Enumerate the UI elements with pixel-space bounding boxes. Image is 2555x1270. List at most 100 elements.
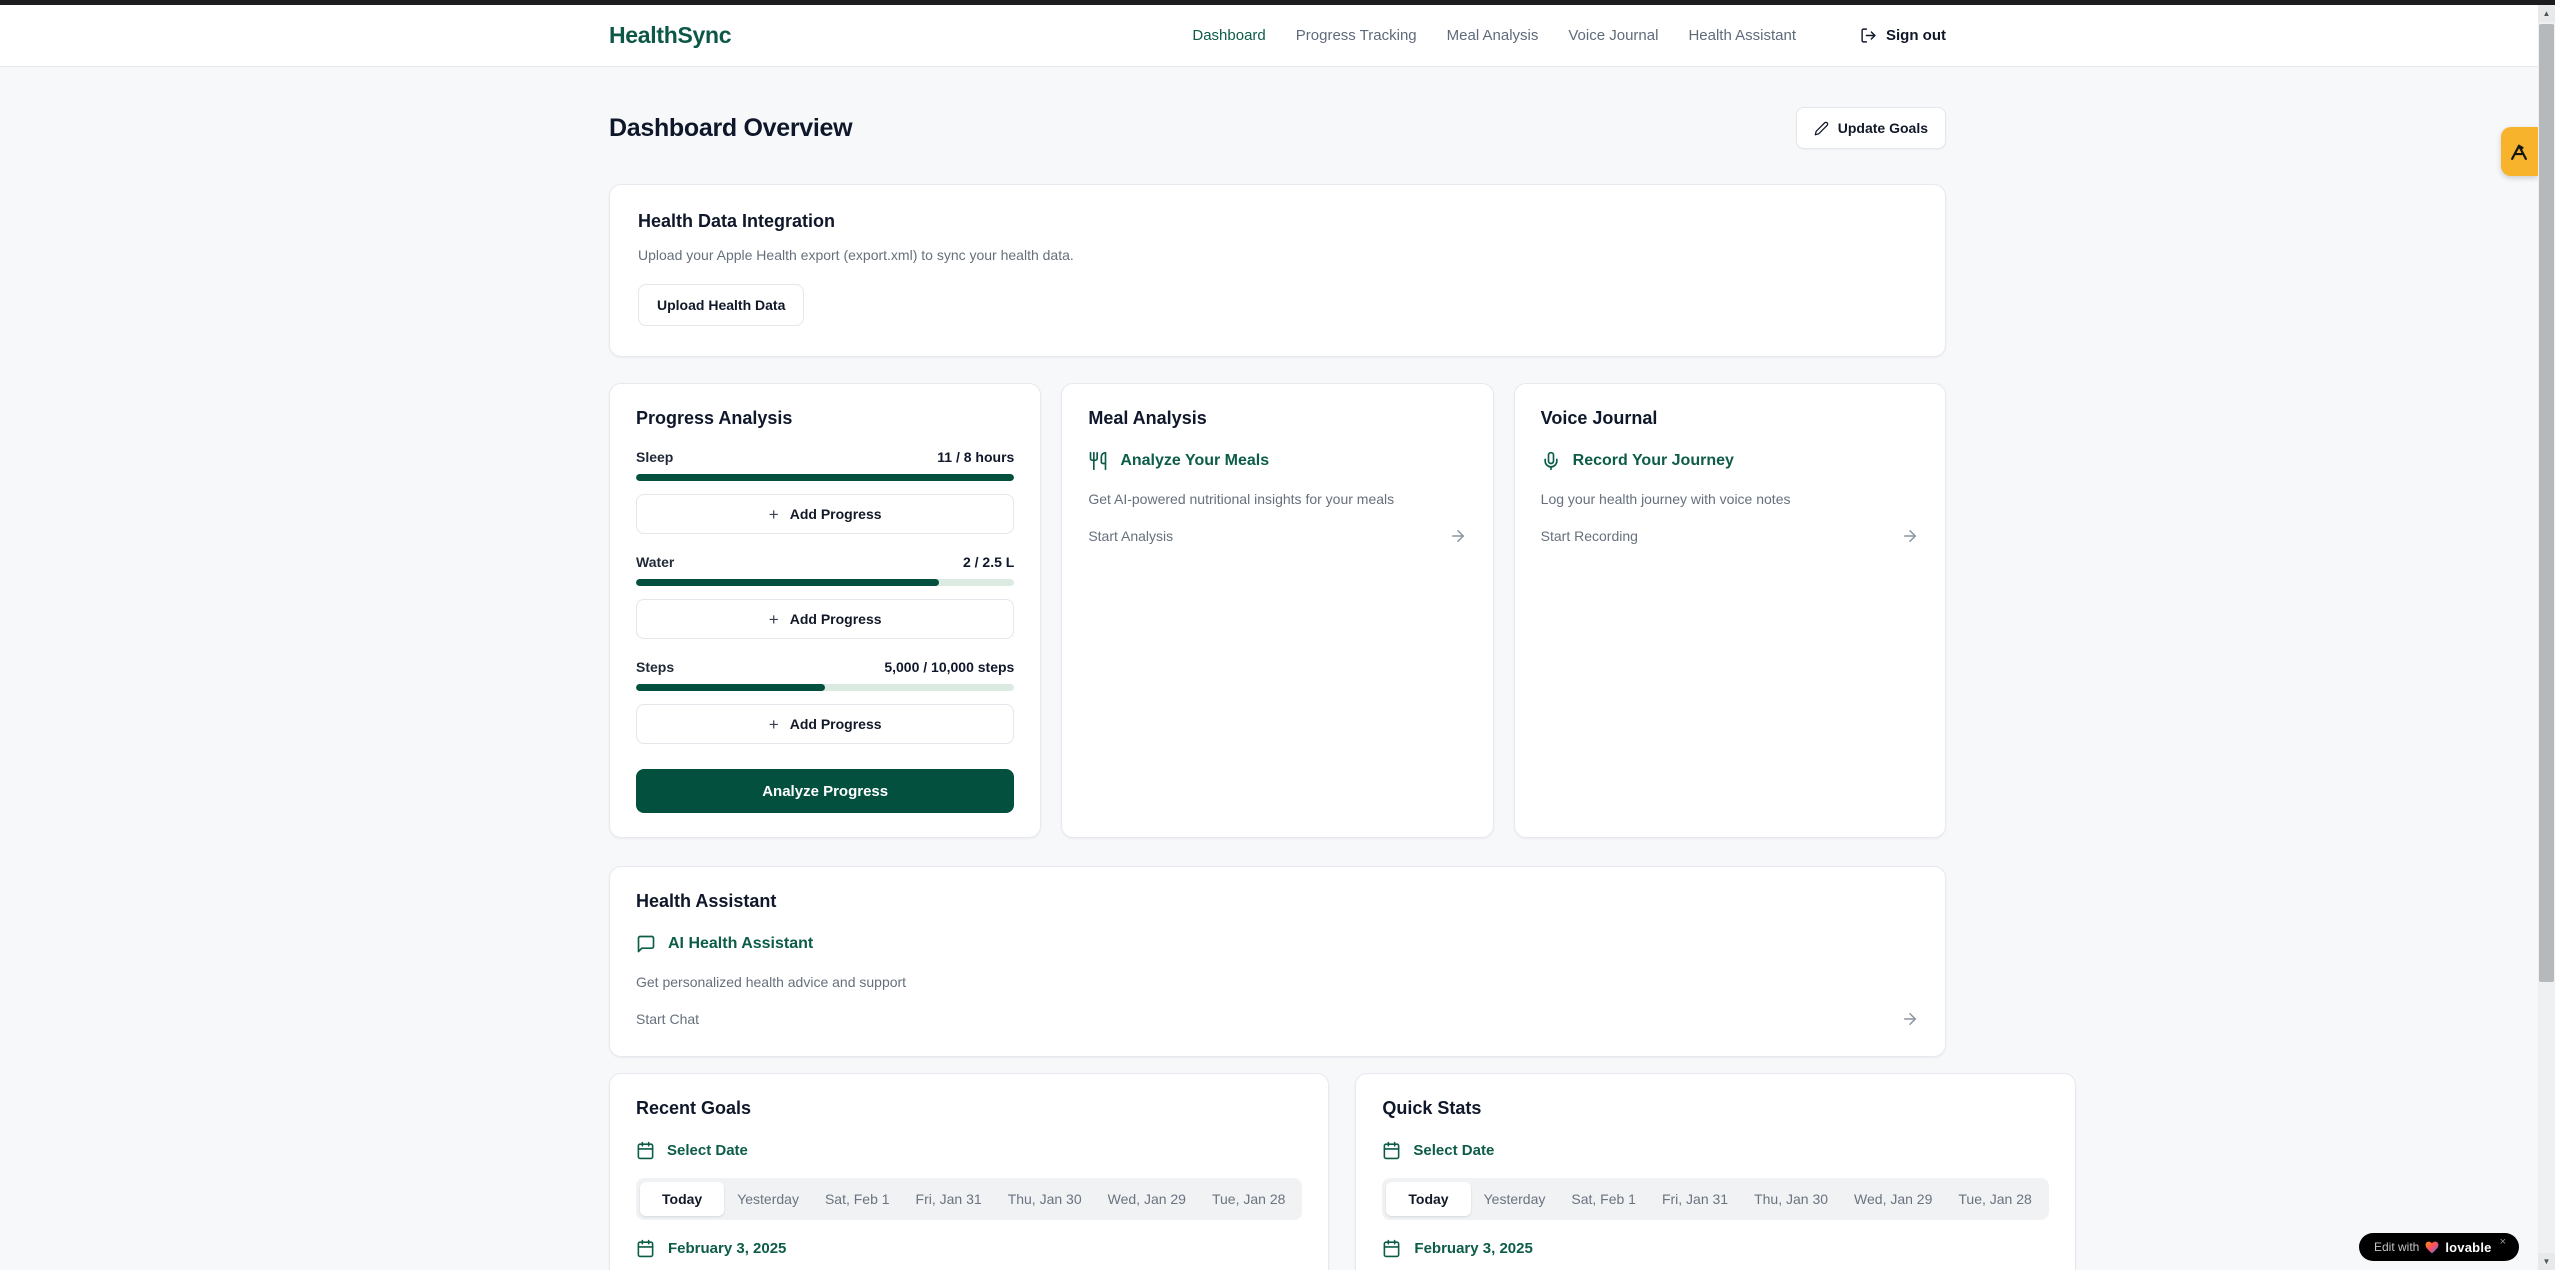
calendar-icon <box>1382 1141 1401 1160</box>
vertical-scrollbar[interactable]: ▲ ▼ <box>2538 5 2555 1270</box>
ai-health-assistant-label: AI Health Assistant <box>668 935 814 952</box>
date-tab-yesterday[interactable]: Yesterday <box>1483 1191 1546 1207</box>
start-recording-row[interactable]: Start Recording <box>1541 527 1919 545</box>
progress-analysis-title: Progress Analysis <box>636 408 793 428</box>
date-tab-wed-jan-29[interactable]: Wed, Jan 29 <box>1107 1191 1186 1207</box>
quick-stats-select-date[interactable]: Select Date <box>1382 1141 2048 1160</box>
record-your-journey-link[interactable]: Record Your Journey <box>1541 451 1919 471</box>
recent-goals-title: Recent Goals <box>636 1098 752 1118</box>
date-tab-sat-feb-1[interactable]: Sat, Feb 1 <box>824 1191 890 1207</box>
metric-water: Water 2 / 2.5 L + Add Progress <box>636 554 1015 639</box>
nav-item-meal-analysis[interactable]: Meal Analysis <box>1446 27 1539 44</box>
recent-goals-current-date-row: February 3, 2025 <box>636 1239 1302 1258</box>
progress-bar-fill <box>636 474 1015 481</box>
scrollbar-up-arrow[interactable]: ▲ <box>2538 5 2555 22</box>
start-recording-label: Start Recording <box>1540 528 1638 544</box>
update-goals-label: Update Goals <box>1837 120 1928 136</box>
date-tab-thu-jan-30[interactable]: Thu, Jan 30 <box>1007 1191 1082 1207</box>
select-date-label: Select Date <box>1413 1142 1495 1159</box>
ai-health-assistant-link[interactable]: AI Health Assistant <box>636 934 1919 954</box>
nav-item-voice-journal[interactable]: Voice Journal <box>1568 27 1659 44</box>
heart-gradient-icon <box>2425 1241 2439 1254</box>
voice-journal-card: Voice Journal Record Your Journey Log yo… <box>1513 383 1946 838</box>
progress-bar-track <box>636 579 1015 586</box>
add-progress-label: Add Progress <box>789 506 882 522</box>
date-tab-thu-jan-30[interactable]: Thu, Jan 30 <box>1754 1191 1829 1207</box>
lovable-side-badge[interactable] <box>2501 127 2538 176</box>
analyze-your-meals-link[interactable]: Analyze Your Meals <box>1088 451 1466 471</box>
add-progress-label: Add Progress <box>789 611 882 627</box>
start-analysis-row[interactable]: Start Analysis <box>1088 527 1466 545</box>
progress-bar-fill <box>636 684 826 691</box>
logout-icon <box>1860 27 1877 44</box>
progress-analysis-card: Progress Analysis Sleep 11 / 8 hours + A… <box>609 383 1042 838</box>
date-tab-yesterday[interactable]: Yesterday <box>737 1191 799 1207</box>
window-top-strip <box>0 0 2555 5</box>
add-progress-steps-button[interactable]: + Add Progress <box>636 704 1015 744</box>
health-assistant-card: Health Assistant AI Health Assistant Get… <box>609 866 1946 1057</box>
quick-stats-date-tabs: Today Yesterday Sat, Feb 1 Fri, Jan 31 T… <box>1382 1178 2049 1220</box>
main-nav: Dashboard Progress Tracking Meal Analysi… <box>1192 27 1946 44</box>
metric-label: Water <box>636 554 675 570</box>
header: HealthSync Dashboard Progress Tracking M… <box>0 5 2555 67</box>
add-progress-water-button[interactable]: + Add Progress <box>636 599 1015 639</box>
voice-journal-description: Log your health journey with voice notes <box>1540 491 1791 507</box>
date-tab-today[interactable]: Today <box>1386 1182 1471 1216</box>
calendar-icon <box>636 1141 655 1160</box>
metric-sleep: Sleep 11 / 8 hours + Add Progress <box>636 449 1015 534</box>
date-tab-sat-feb-1[interactable]: Sat, Feb 1 <box>1571 1191 1636 1207</box>
metric-value: 2 / 2.5 L <box>962 554 1015 570</box>
date-tab-fri-jan-31[interactable]: Fri, Jan 31 <box>1661 1191 1729 1207</box>
meal-analysis-description: Get AI-powered nutritional insights for … <box>1088 491 1395 507</box>
current-date-label: February 3, 2025 <box>668 1240 787 1257</box>
health-data-description: Upload your Apple Health export (export.… <box>638 247 1074 263</box>
metric-value: 11 / 8 hours <box>937 449 1015 465</box>
arrow-right-icon <box>1901 1010 1919 1028</box>
metric-label: Sleep <box>636 449 674 465</box>
scrollbar-down-arrow[interactable]: ▼ <box>2538 1253 2555 1270</box>
date-tab-today[interactable]: Today <box>640 1182 725 1216</box>
health-data-integration-card: Health Data Integration Upload your Appl… <box>609 184 1946 357</box>
calendar-icon <box>1382 1239 1401 1258</box>
metric-value: 5,000 / 10,000 steps <box>884 659 1015 675</box>
close-icon[interactable]: × <box>2499 1236 2506 1248</box>
nav-item-progress-tracking[interactable]: Progress Tracking <box>1295 27 1417 44</box>
quick-stats-card: Quick Stats Select Date Today Yesterday … <box>1355 1073 2076 1270</box>
date-tab-fri-jan-31[interactable]: Fri, Jan 31 <box>915 1191 982 1207</box>
upload-health-data-button[interactable]: Upload Health Data <box>638 284 805 326</box>
pencil-icon <box>1814 121 1829 136</box>
lovable-logo-icon <box>2508 141 2530 163</box>
progress-bar-track <box>636 684 1015 691</box>
start-chat-label: Start Chat <box>636 1011 700 1027</box>
microphone-icon <box>1541 451 1561 471</box>
app-logo[interactable]: HealthSync <box>609 22 732 48</box>
plus-icon: + <box>768 609 779 629</box>
voice-journal-title: Voice Journal <box>1540 408 1658 428</box>
record-your-journey-label: Record Your Journey <box>1572 452 1734 469</box>
recent-goals-date-tabs: Today Yesterday Sat, Feb 1 Fri, Jan 31 T… <box>636 1178 1303 1220</box>
scrollbar-thumb[interactable] <box>2539 24 2554 982</box>
plus-icon: + <box>768 714 779 734</box>
sign-out-button[interactable]: Sign out <box>1860 27 1946 44</box>
update-goals-button[interactable]: Update Goals <box>1795 107 1946 149</box>
lovable-label: lovable <box>2445 1239 2492 1255</box>
date-tab-tue-jan-28[interactable]: Tue, Jan 28 <box>1958 1191 2032 1207</box>
nav-item-health-assistant[interactable]: Health Assistant <box>1688 27 1796 44</box>
current-date-label: February 3, 2025 <box>1414 1240 1533 1257</box>
arrow-right-icon <box>1449 527 1467 545</box>
progress-bar-fill <box>636 579 939 586</box>
nav-item-dashboard[interactable]: Dashboard <box>1192 27 1266 44</box>
date-tab-tue-jan-28[interactable]: Tue, Jan 28 <box>1211 1191 1286 1207</box>
start-chat-row[interactable]: Start Chat <box>636 1010 1919 1028</box>
calendar-icon <box>636 1239 655 1258</box>
utensils-icon <box>1088 451 1108 471</box>
metric-label: Steps <box>636 659 675 675</box>
sign-out-label: Sign out <box>1886 27 1946 44</box>
edit-with-lovable-badge[interactable]: Edit with lovable × <box>2359 1233 2519 1261</box>
analyze-progress-button[interactable]: Analyze Progress <box>636 769 1015 813</box>
health-assistant-title: Health Assistant <box>636 891 777 911</box>
recent-goals-select-date[interactable]: Select Date <box>636 1141 1302 1160</box>
add-progress-sleep-button[interactable]: + Add Progress <box>636 494 1015 534</box>
date-tab-wed-jan-29[interactable]: Wed, Jan 29 <box>1854 1191 1933 1207</box>
health-data-title: Health Data Integration <box>638 211 836 231</box>
